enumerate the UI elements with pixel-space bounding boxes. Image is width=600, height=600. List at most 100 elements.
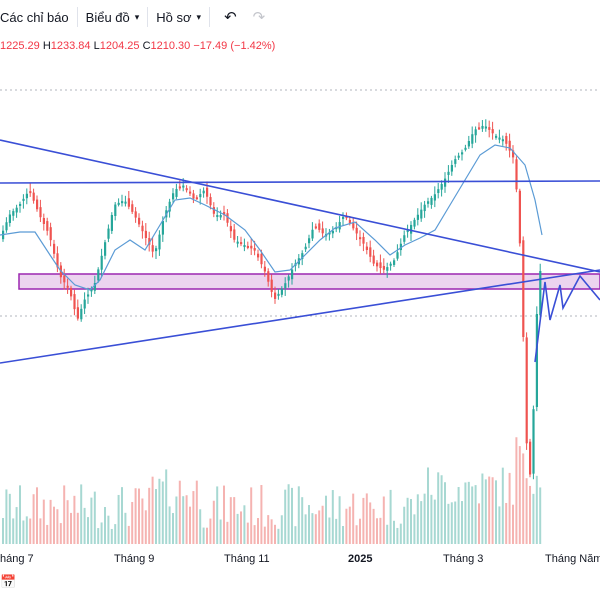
candle-body xyxy=(172,193,175,200)
volume-bar xyxy=(93,491,96,544)
candle-body xyxy=(25,193,28,199)
volume-bar xyxy=(246,522,249,544)
volume-bar xyxy=(236,513,239,544)
volume-bar xyxy=(212,500,215,544)
volume-bar xyxy=(365,493,368,544)
candle-body xyxy=(202,190,205,194)
volume-bar xyxy=(342,525,344,544)
indicators-button[interactable]: Các chỉ báo xyxy=(0,0,77,34)
candle-body xyxy=(328,232,331,235)
volume-bar xyxy=(138,488,140,544)
volume-bar xyxy=(287,484,290,544)
profile-button[interactable]: Hồ sơ ▾ xyxy=(148,0,209,34)
candle-body xyxy=(348,219,351,224)
projection-path[interactable] xyxy=(534,274,600,363)
candle-body xyxy=(532,409,535,474)
candle-body xyxy=(420,209,423,219)
volume-bar xyxy=(416,494,419,544)
candle-body xyxy=(291,269,294,280)
candle-body xyxy=(195,197,198,200)
moving-average-line[interactable] xyxy=(0,144,543,291)
volume-bar xyxy=(175,496,178,544)
volume-bar xyxy=(182,496,185,544)
volume-bar xyxy=(240,511,242,544)
volume-bar xyxy=(270,519,273,544)
volume-bar xyxy=(508,472,511,544)
candle-body xyxy=(498,137,501,140)
volume-bar xyxy=(389,489,392,544)
volume-bar xyxy=(348,506,351,544)
volume-bar xyxy=(423,493,426,544)
candle-body xyxy=(440,184,443,190)
candle-body xyxy=(474,129,477,136)
candle-body xyxy=(110,215,113,231)
volume-bar xyxy=(12,518,15,544)
descending-trendline[interactable] xyxy=(0,139,600,273)
candle-body xyxy=(236,241,239,244)
volume-bar xyxy=(291,487,293,544)
redo-button[interactable]: ↷ xyxy=(245,0,274,34)
volume-bar xyxy=(267,515,270,544)
candle-body xyxy=(522,240,525,337)
volume-bar xyxy=(488,476,491,544)
candle-body xyxy=(178,186,181,189)
indicators-label: Các chỉ báo xyxy=(0,9,69,25)
candle-body xyxy=(257,253,260,258)
candle-body xyxy=(447,171,450,175)
volume-bar xyxy=(107,515,110,544)
volume-bar xyxy=(158,478,161,544)
time-axis-label: Tháng 3 xyxy=(443,553,483,565)
volume-bar xyxy=(481,473,484,544)
toolbar-divider xyxy=(209,7,211,27)
volume-bar xyxy=(382,496,385,544)
candle-body xyxy=(131,204,134,212)
time-axis-label: Tháng Năm xyxy=(545,553,600,565)
volume-bar xyxy=(42,499,45,544)
volume-bar xyxy=(253,525,256,544)
ascending-trendline[interactable] xyxy=(0,269,600,364)
volume-bar xyxy=(36,487,38,544)
chart-type-button[interactable]: Biểu đồ ▾ xyxy=(78,0,148,34)
volume-bar xyxy=(25,516,28,544)
chevron-down-icon: ▾ xyxy=(134,11,140,22)
volume-bar xyxy=(372,508,375,544)
candle-body xyxy=(416,214,419,220)
candle-body xyxy=(525,337,528,444)
candle-body xyxy=(464,147,467,150)
candle-body xyxy=(63,275,66,283)
volume-bar xyxy=(155,489,157,544)
candle-body xyxy=(433,194,436,201)
candle-body xyxy=(46,221,49,231)
support-zone-rectangle[interactable] xyxy=(18,273,600,290)
volume-bar xyxy=(46,524,49,544)
candle-body xyxy=(87,294,90,297)
volume-bar xyxy=(525,478,528,544)
calendar-icon[interactable]: 📅 xyxy=(0,574,17,589)
volume-bar xyxy=(90,497,93,544)
volume-bar xyxy=(444,482,446,544)
ohlc-change-pct: (−1.42%) xyxy=(230,40,276,52)
volume-bar xyxy=(76,512,79,544)
candle-body xyxy=(127,198,130,207)
candle-body xyxy=(29,191,32,194)
candle-body xyxy=(233,229,236,240)
candle-body xyxy=(359,237,362,240)
candle-body xyxy=(19,203,22,206)
horizontal-resistance-line[interactable] xyxy=(0,180,600,184)
volume-bar xyxy=(406,497,409,544)
volume-bar xyxy=(274,524,276,544)
redo-icon: ↷ xyxy=(252,9,266,26)
volume-bar xyxy=(447,503,450,544)
volume-bar xyxy=(522,453,525,544)
volume-bar xyxy=(484,479,487,544)
candle-body xyxy=(206,187,209,197)
volume-bar xyxy=(318,510,321,544)
candle-body xyxy=(308,238,311,244)
candle-body xyxy=(76,307,79,319)
volume-bar xyxy=(321,505,324,544)
volume-bar xyxy=(22,520,25,544)
candle-body xyxy=(39,207,42,218)
candle-body xyxy=(450,165,453,172)
undo-button[interactable]: ↶ xyxy=(210,0,245,34)
